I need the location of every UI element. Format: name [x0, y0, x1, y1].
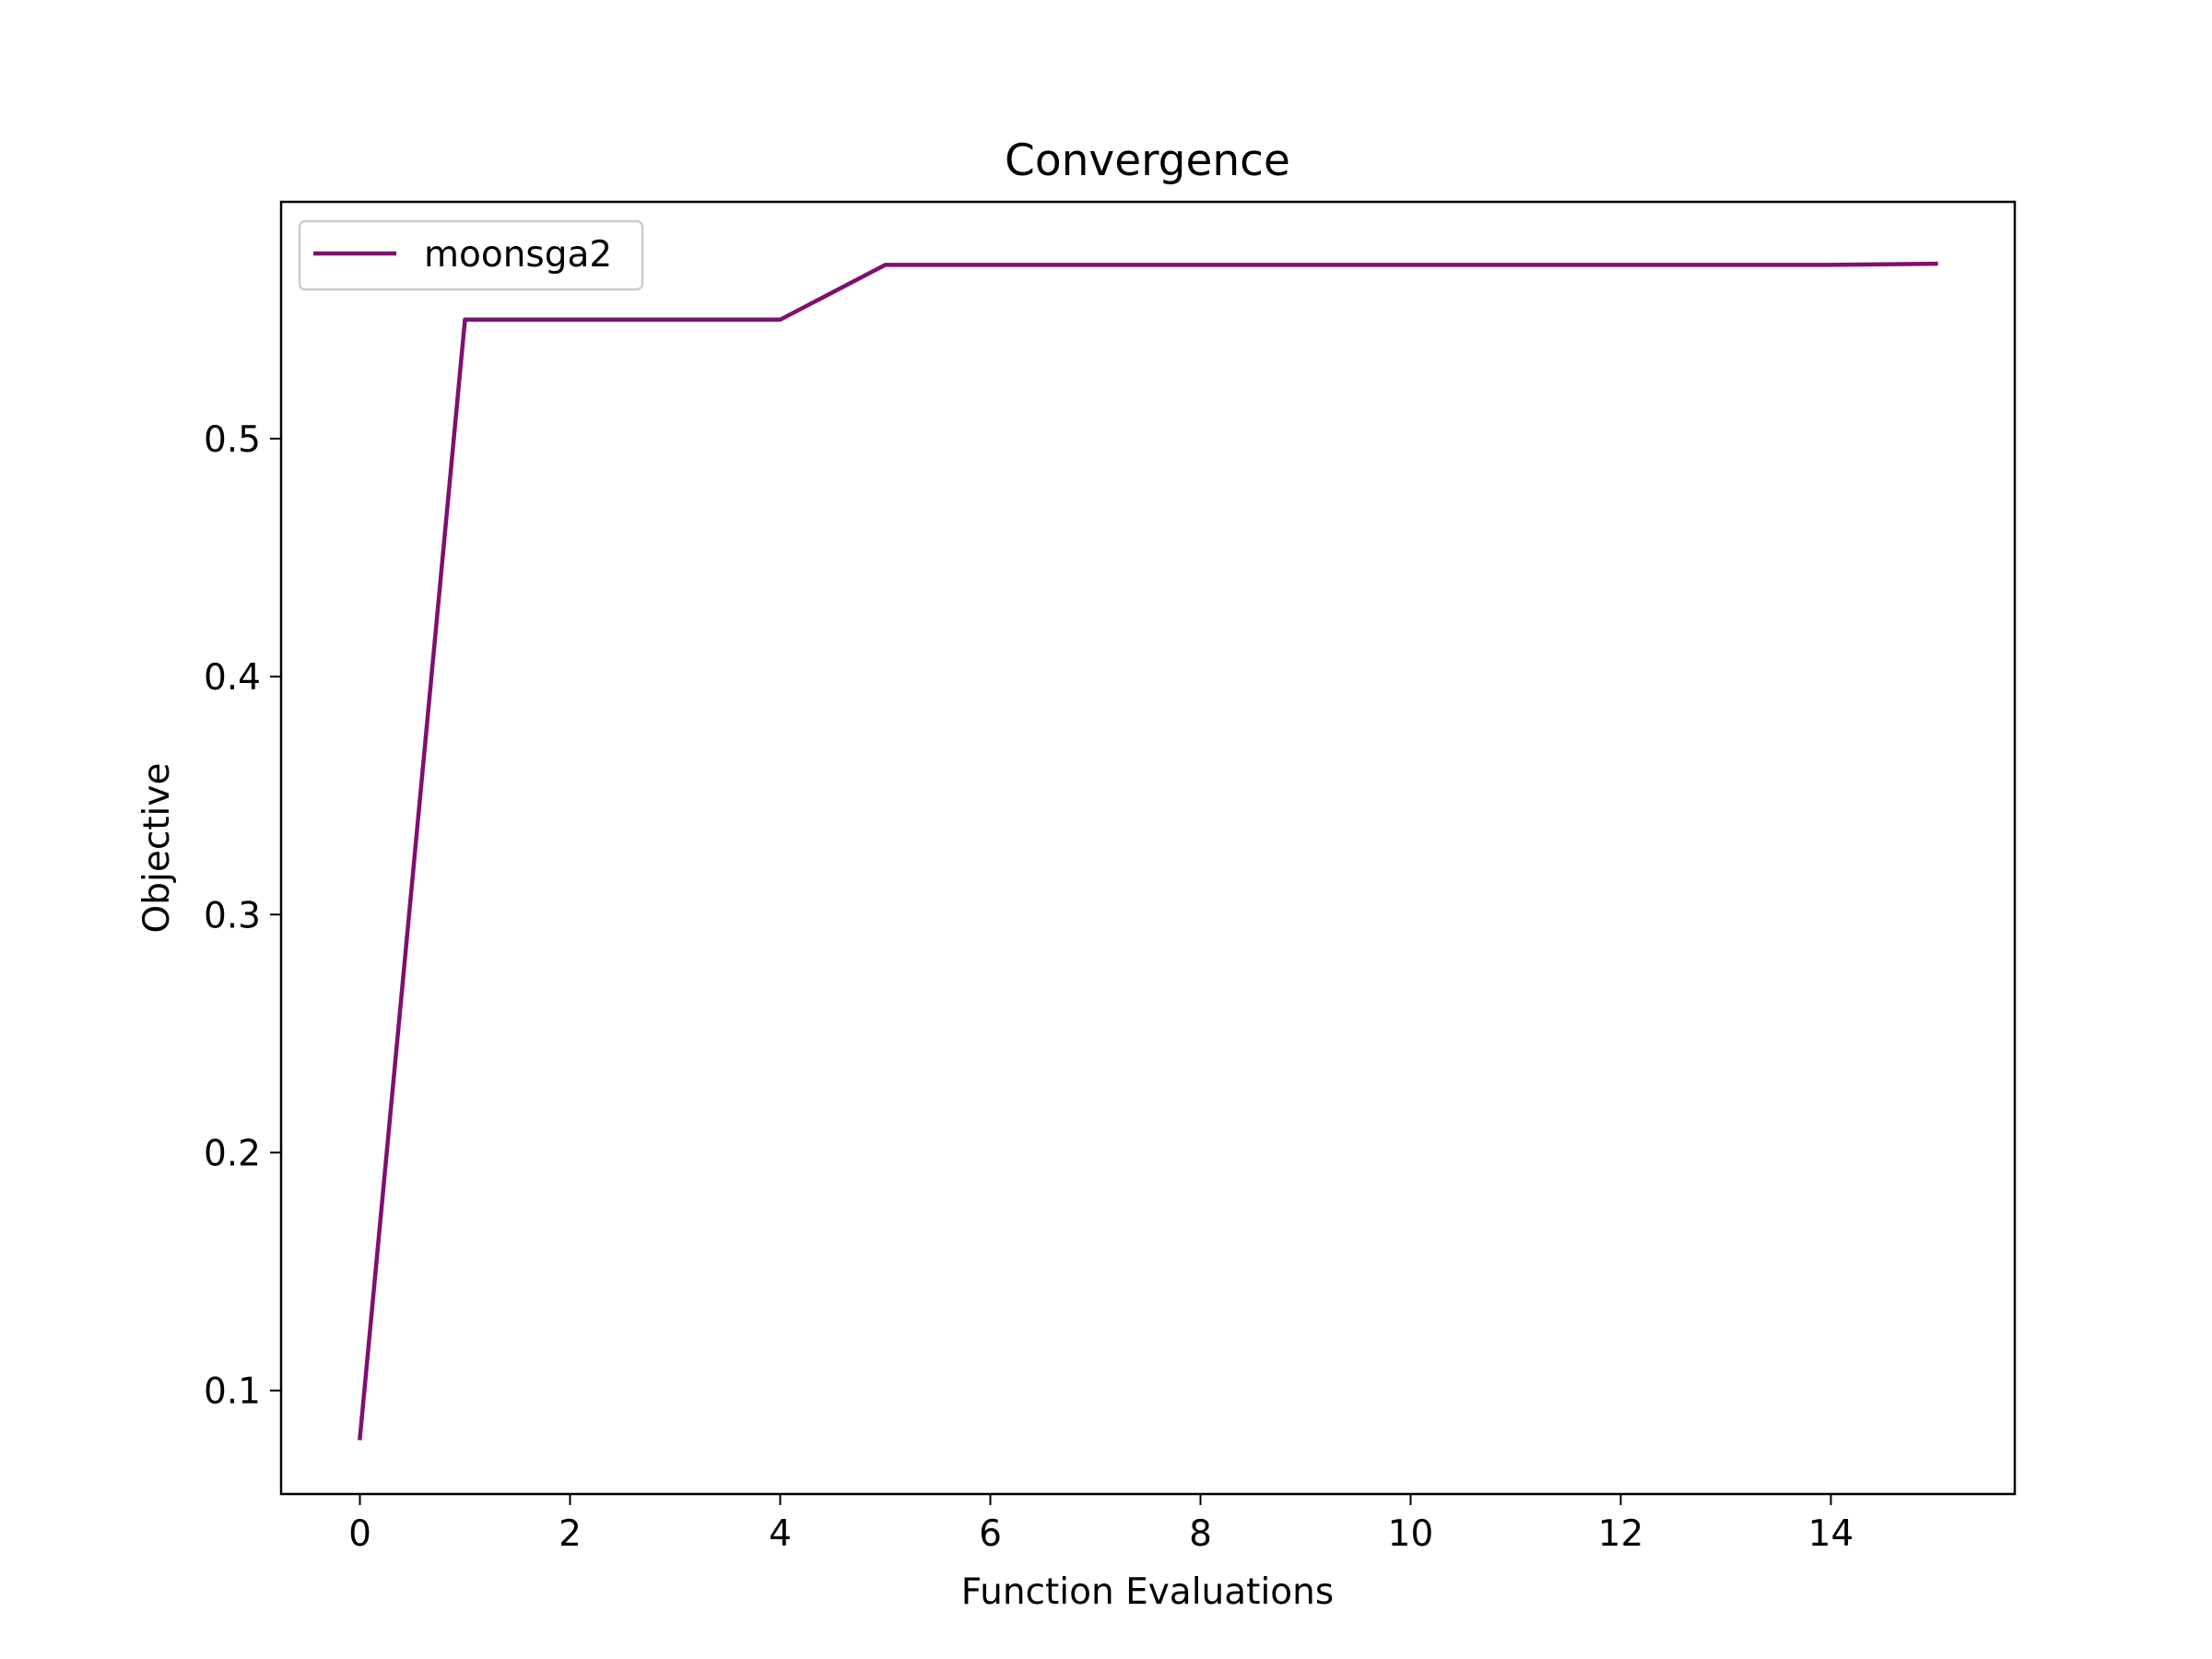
y-axis-label: Objective [136, 763, 178, 934]
x-tick-label: 4 [769, 1513, 792, 1555]
series-layer [358, 261, 1938, 1441]
x-axis-ticks: 0 2 4 6 8 10 12 14 [348, 1494, 1853, 1555]
y-tick-label: 0.4 [204, 657, 261, 699]
y-tick-label: 0.2 [204, 1133, 261, 1174]
chart-title: Convergence [1005, 135, 1290, 186]
legend-frame [298, 219, 644, 291]
legend: moonsga2 [298, 219, 644, 291]
y-tick-label: 0.5 [204, 419, 261, 461]
x-tick-label: 14 [1808, 1513, 1854, 1555]
x-tick-label: 10 [1388, 1513, 1434, 1555]
x-tick-label: 2 [559, 1513, 582, 1555]
y-axis-ticks: 0.1 0.2 0.3 0.4 0.5 [204, 419, 281, 1413]
series-line-moonsga2 [358, 261, 1938, 1441]
x-axis-label: Function Evaluations [961, 1571, 1334, 1613]
legend-label-moonsga2: moonsga2 [424, 234, 612, 276]
y-tick-label: 0.3 [204, 895, 261, 936]
x-tick-label: 6 [979, 1513, 1002, 1555]
x-tick-label: 0 [348, 1513, 371, 1555]
plot-area-frame [279, 200, 2017, 1496]
x-tick-label: 12 [1598, 1513, 1644, 1555]
x-tick-label: 8 [1189, 1513, 1212, 1555]
y-tick-label: 0.1 [204, 1371, 261, 1413]
